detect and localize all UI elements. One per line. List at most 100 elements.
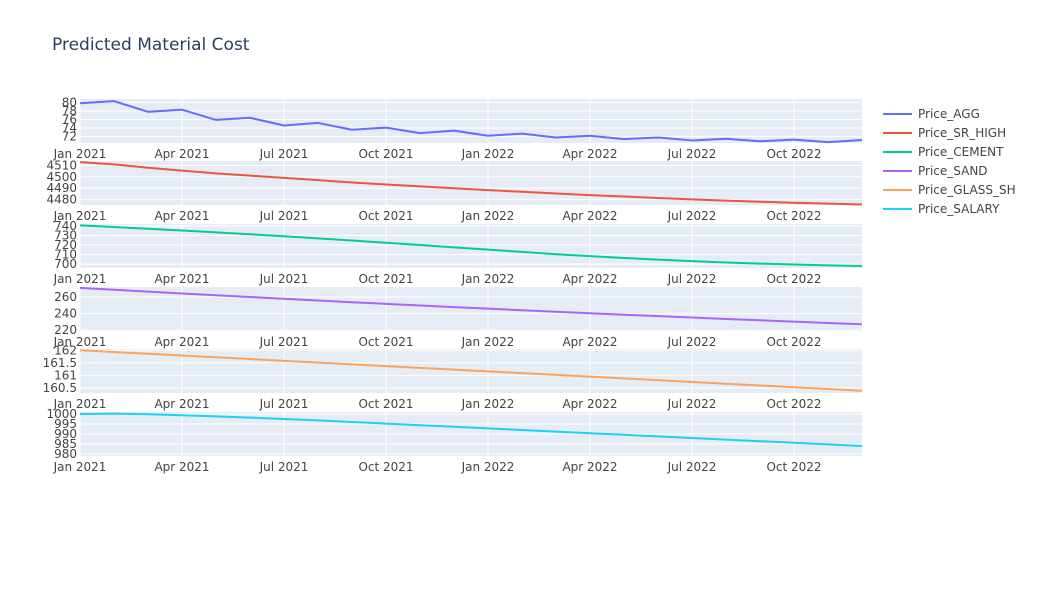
- y-tick-label: 710: [54, 248, 77, 262]
- legend-item-price-sand[interactable]: Price_SAND: [883, 164, 988, 178]
- y-tick-label: 4500: [46, 170, 77, 184]
- y-tick-label: 74: [62, 121, 77, 135]
- legend-label: Price_CEMENT: [918, 145, 1004, 159]
- x-tick-label: Apr 2021: [154, 335, 209, 349]
- x-tick-label: Jul 2022: [667, 397, 717, 411]
- x-tick-label: Jul 2022: [667, 460, 717, 474]
- x-tick-label: Jul 2021: [259, 460, 309, 474]
- x-tick-label: Oct 2021: [358, 460, 413, 474]
- x-tick-label: Apr 2021: [154, 460, 209, 474]
- y-tick-label: 240: [54, 307, 77, 321]
- x-tick-label: Oct 2022: [766, 147, 821, 161]
- y-tick-label: 730: [54, 228, 77, 242]
- x-tick-label: Oct 2021: [358, 147, 413, 161]
- x-tick-label: Jan 2022: [461, 397, 515, 411]
- x-tick-label: Oct 2021: [358, 397, 413, 411]
- x-tick-label: Jul 2021: [259, 147, 309, 161]
- legend-label: Price_AGG: [918, 107, 980, 121]
- series-line-price-agg: [79, 100, 863, 144]
- x-tick-label: Apr 2022: [562, 272, 617, 286]
- series-line-price-cement: [79, 224, 863, 267]
- y-tick-label: 720: [54, 238, 77, 252]
- plot-background: [80, 161, 862, 205]
- y-tick-label: 985: [54, 437, 77, 451]
- x-tick-label: Oct 2022: [766, 272, 821, 286]
- x-tick-label: Jul 2022: [667, 209, 717, 223]
- y-tick-label: 160.5: [43, 381, 77, 395]
- legend-item-price-glass-sh[interactable]: Price_GLASS_SH: [883, 183, 1016, 197]
- x-tick-label: Jan 2021: [53, 272, 107, 286]
- legend-item-price-sr-high[interactable]: Price_SR_HIGH: [883, 126, 1006, 140]
- series-line-price-glass-sh: [79, 349, 863, 392]
- x-tick-label: Oct 2022: [766, 397, 821, 411]
- x-tick-label: Apr 2022: [562, 397, 617, 411]
- x-tick-label: Apr 2021: [154, 147, 209, 161]
- x-tick-label: Jan 2022: [461, 147, 515, 161]
- y-tick-label: 990: [54, 427, 77, 441]
- x-tick-label: Jan 2022: [461, 209, 515, 223]
- legend[interactable]: Price_AGG Price_SR_HIGH Price_CEMENT Price_…: [883, 107, 1016, 216]
- x-tick-label: Jan 2022: [461, 460, 515, 474]
- x-tick-label: Jan 2021: [53, 460, 107, 474]
- x-tick-label: Jul 2021: [259, 335, 309, 349]
- y-tick-label: 162: [54, 343, 77, 357]
- x-tick-label: Apr 2021: [154, 272, 209, 286]
- series-line-price-sand: [79, 286, 863, 326]
- y-tick-label: 78: [62, 104, 77, 118]
- x-tick-label: Oct 2021: [358, 335, 413, 349]
- x-tick-label: Jan 2021: [53, 209, 107, 223]
- x-tick-label: Jan 2021: [53, 397, 107, 411]
- x-tick-label: Jan 2022: [461, 335, 515, 349]
- x-tick-label: Apr 2021: [154, 209, 209, 223]
- x-tick-label: Oct 2022: [766, 335, 821, 349]
- y-tick-label: 220: [54, 323, 77, 337]
- x-tick-label: Oct 2021: [358, 209, 413, 223]
- x-tick-label: Apr 2022: [562, 335, 617, 349]
- legend-item-price-agg[interactable]: Price_AGG: [883, 107, 980, 121]
- series-line-price-salary: [79, 412, 863, 447]
- x-tick-label: Jul 2021: [259, 397, 309, 411]
- x-tick-label: Oct 2021: [358, 272, 413, 286]
- y-tick-label: 995: [54, 417, 77, 431]
- y-tick-label: 980: [54, 447, 77, 461]
- x-tick-label: Jul 2021: [259, 209, 309, 223]
- y-tick-label: 72: [62, 130, 77, 144]
- x-tick-label: Apr 2021: [154, 397, 209, 411]
- legend-item-price-salary[interactable]: Price_SALARY: [883, 202, 1000, 216]
- plot-background: [80, 99, 862, 143]
- y-tick-label: 1000: [46, 407, 77, 421]
- x-tick-label: Jul 2022: [667, 335, 717, 349]
- x-tick-label: Apr 2022: [562, 147, 617, 161]
- x-tick-label: Apr 2022: [562, 460, 617, 474]
- y-tick-label: 161: [54, 368, 77, 382]
- legend-label: Price_SR_HIGH: [918, 126, 1006, 140]
- y-tick-label: 740: [54, 219, 77, 233]
- x-tick-label: Jul 2021: [259, 272, 309, 286]
- y-tick-label: 76: [62, 113, 77, 127]
- x-tick-label: Jan 2022: [461, 272, 515, 286]
- y-tick-label: 700: [54, 257, 77, 271]
- legend-label: Price_SALARY: [918, 202, 1000, 216]
- y-tick-label: 4490: [46, 181, 77, 195]
- y-tick-label: 260: [54, 290, 77, 304]
- legend-item-price-cement[interactable]: Price_CEMENT: [883, 145, 1004, 159]
- legend-label: Price_GLASS_SH: [918, 183, 1016, 197]
- x-tick-label: Oct 2022: [766, 209, 821, 223]
- legend-label: Price_SAND: [918, 164, 988, 178]
- x-tick-label: Jul 2022: [667, 272, 717, 286]
- series-line-price-sr-high: [79, 161, 863, 206]
- y-tick-label: 80: [62, 95, 77, 109]
- x-tick-label: Apr 2022: [562, 209, 617, 223]
- y-tick-label: 4480: [46, 192, 77, 206]
- chart-title: Predicted Material Cost: [52, 35, 250, 55]
- y-tick-label: 4510: [46, 159, 77, 173]
- x-tick-label: Jan 2021: [53, 147, 107, 161]
